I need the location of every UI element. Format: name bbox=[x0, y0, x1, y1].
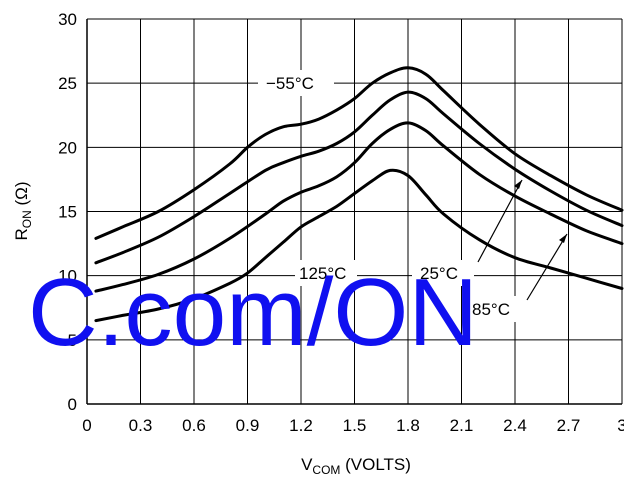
arrowhead-25 bbox=[514, 180, 522, 189]
annotation-minus55: −55°C bbox=[266, 74, 314, 93]
y-tick-label: 25 bbox=[58, 74, 77, 93]
x-axis-title: VCOM (VOLTS) bbox=[301, 455, 411, 477]
annotation-arrow-25 bbox=[477, 179, 523, 263]
y-axis-title: RON (Ω) bbox=[12, 181, 34, 240]
annotation-bg bbox=[295, 260, 357, 286]
x-tick-label: 0.6 bbox=[182, 416, 206, 435]
x-tick-label: 2.7 bbox=[557, 416, 581, 435]
x-tick-label: 0 bbox=[82, 416, 91, 435]
annotation-bg bbox=[412, 260, 474, 286]
series-group bbox=[94, 66, 624, 323]
watermark-text: C.com/ON bbox=[28, 259, 478, 366]
axes-group: 0 0.3 0.6 0.9 1.2 1.5 1.8 2.1 2.4 2.7 305101520253… bbox=[58, 10, 624, 435]
x-tick-label: 1.5 bbox=[343, 416, 367, 435]
arrowhead-85 bbox=[559, 234, 567, 243]
x-tick-label: 3 bbox=[617, 416, 624, 435]
x-tick-label: 2.4 bbox=[503, 416, 527, 435]
annotation-arrow-85 bbox=[526, 233, 568, 301]
y-tick-label: 15 bbox=[58, 203, 77, 222]
x-tick-label: 0.9 bbox=[236, 416, 260, 435]
y-tick-label: 5 bbox=[68, 331, 77, 350]
annotation-85: 85°C bbox=[472, 300, 510, 319]
annotation-125: 125°C bbox=[299, 264, 346, 283]
y-tick-label: 30 bbox=[58, 10, 77, 29]
x-tick-label: 2.1 bbox=[450, 416, 474, 435]
series-line-4 bbox=[94, 168, 624, 323]
series-line-3 bbox=[94, 121, 624, 293]
x-tick-label: 1.2 bbox=[289, 416, 313, 435]
series-line-2 bbox=[94, 90, 624, 265]
y-tick-label: 20 bbox=[58, 138, 77, 157]
annotation-bg bbox=[466, 296, 526, 322]
x-tick-label: 0.3 bbox=[129, 416, 153, 435]
annotation-bg bbox=[258, 70, 334, 96]
annotation-group: −55°C 125°C 25°C 85°C bbox=[258, 70, 568, 322]
series-line-1 bbox=[94, 66, 624, 240]
x-tick-label: 1.8 bbox=[396, 416, 420, 435]
y-tick-label: 10 bbox=[58, 267, 77, 286]
y-tick-label: 0 bbox=[68, 395, 77, 414]
annotation-25: 25°C bbox=[420, 264, 458, 283]
